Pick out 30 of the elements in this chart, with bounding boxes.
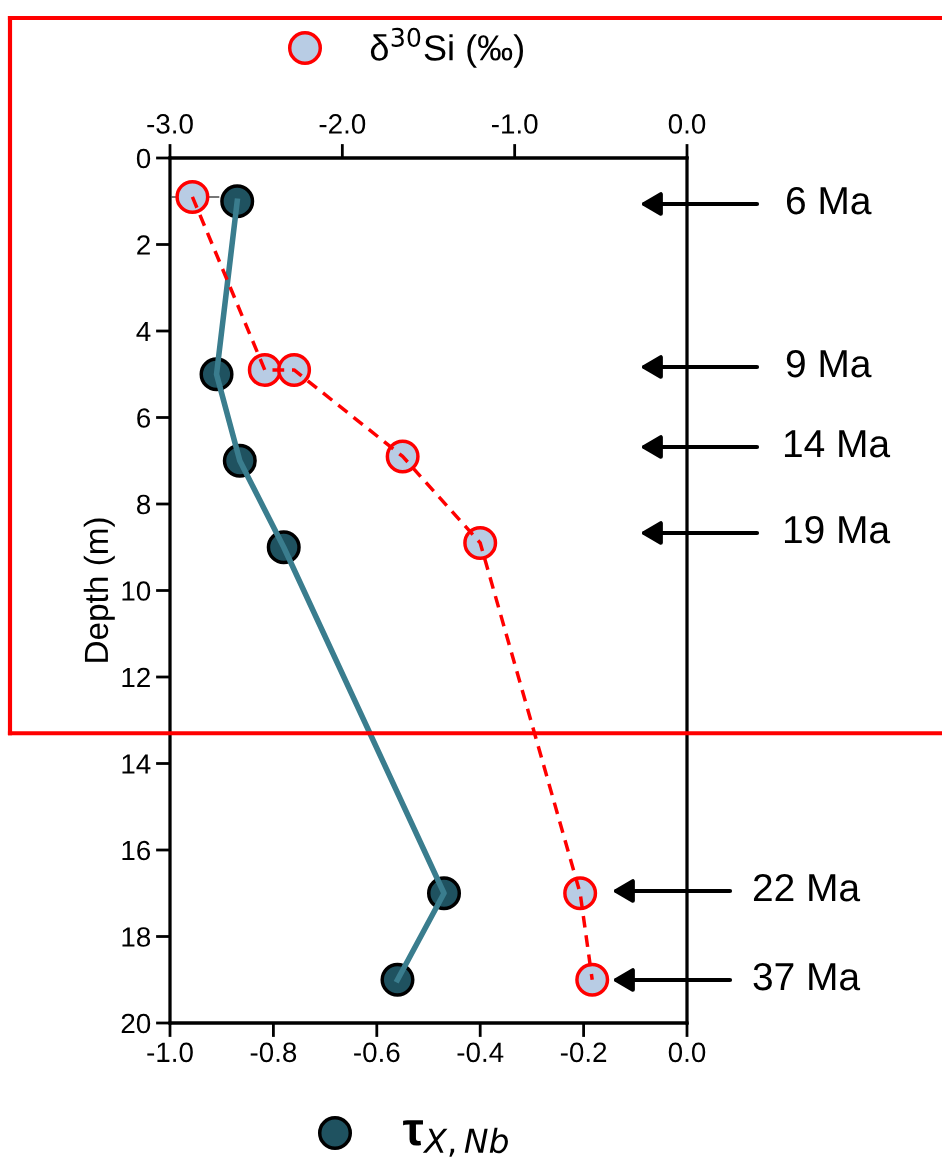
text: 14 Ma: [784, 430, 891, 458]
x-tick-label: -0.8: [250, 1042, 297, 1063]
y-tick-label: 14: [122, 754, 151, 774]
x-tick-label: -0.6: [354, 1042, 400, 1063]
x2-axis-title: δ$^{30}$Si (‰): [370, 27, 523, 68]
x-tick-label: -0.2: [560, 1042, 607, 1063]
y-tick-label: 20: [121, 1013, 151, 1034]
x-tick-label: -1.0: [147, 1042, 193, 1063]
x2-tick-label: -1.0: [491, 114, 538, 134]
text: 22 Ma: [753, 873, 861, 902]
y-tick-label: 8: [137, 494, 151, 515]
y-tick-label: 0: [136, 148, 151, 169]
text: 9 Ma: [786, 349, 872, 378]
y-tick-label: 2: [137, 235, 150, 255]
y-tick-label: 18: [122, 927, 151, 947]
y-tick-label: 10: [122, 581, 151, 601]
y-tick-label: 12: [122, 667, 150, 688]
y-tick-label: 6: [137, 408, 151, 428]
y-tick-label: 4: [136, 321, 151, 342]
x2-tick-label: -3.0: [147, 114, 193, 134]
x-tick-label: -0.4: [457, 1042, 504, 1063]
x-axis-title: τ$_{X,Nb}$: [403, 1120, 508, 1157]
text: 19 Ma: [784, 515, 891, 544]
y-axis-title: Depth (m): [83, 518, 115, 662]
x-tick-label: 0.0: [668, 1042, 706, 1063]
text: 37 Ma: [753, 962, 861, 991]
x2-tick-label: -2.0: [319, 114, 366, 134]
y-tick-label: 16: [122, 840, 151, 861]
text: 6 Ma: [786, 186, 872, 215]
x2-tick-label: 0.0: [668, 114, 706, 134]
